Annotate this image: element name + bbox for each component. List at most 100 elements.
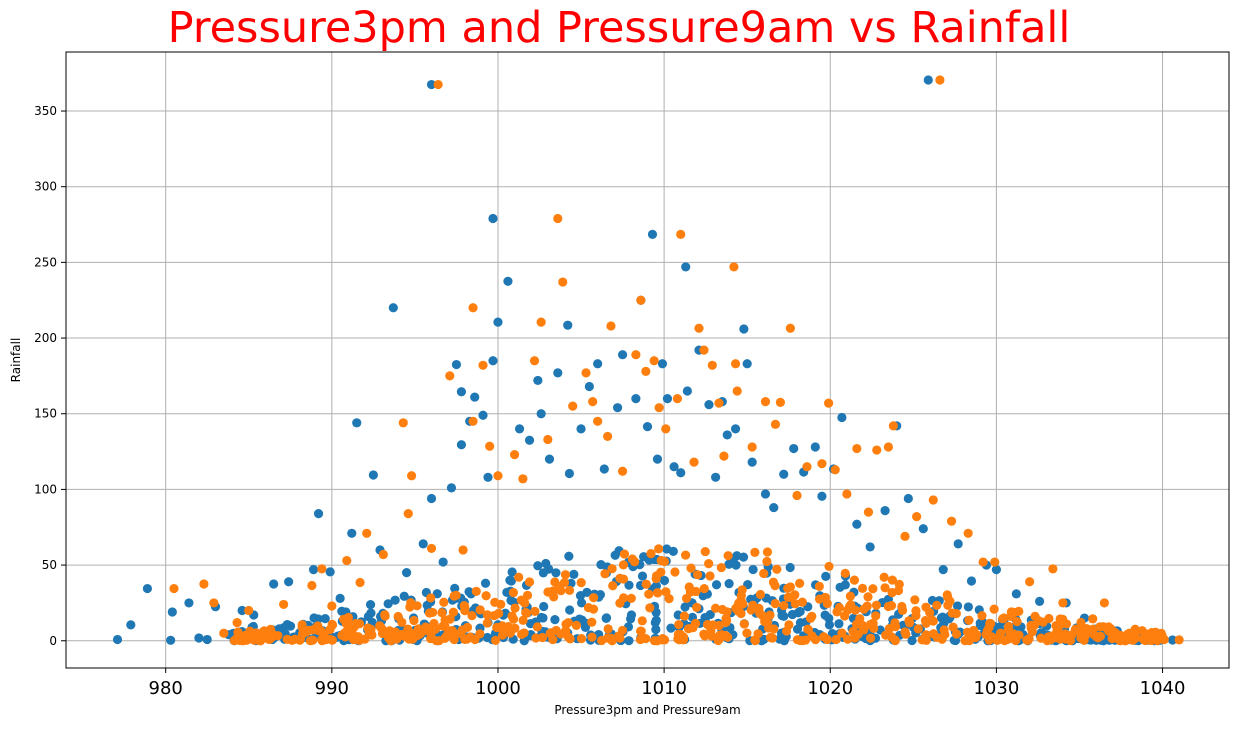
- data-point: [482, 591, 491, 600]
- y-tick-label: 0: [49, 634, 57, 648]
- data-point: [762, 557, 771, 566]
- data-point: [704, 559, 713, 568]
- data-point: [658, 634, 667, 643]
- data-point: [733, 386, 742, 395]
- data-point: [721, 614, 730, 623]
- data-point: [731, 424, 740, 433]
- data-point: [525, 436, 534, 445]
- data-point: [890, 618, 899, 627]
- data-point: [655, 403, 664, 412]
- data-point: [652, 571, 661, 580]
- data-point: [771, 420, 780, 429]
- data-point: [518, 474, 527, 483]
- data-point: [811, 442, 820, 451]
- data-point: [563, 321, 572, 330]
- data-point: [113, 635, 122, 644]
- data-point: [379, 550, 388, 559]
- data-point: [342, 556, 351, 565]
- data-point: [1000, 636, 1009, 645]
- data-point: [1076, 633, 1085, 642]
- data-point: [377, 624, 386, 633]
- data-point: [565, 605, 574, 614]
- data-point: [806, 614, 815, 623]
- data-point: [499, 625, 508, 634]
- data-point: [760, 617, 769, 626]
- y-tick-label: 300: [34, 180, 57, 194]
- data-point: [1100, 598, 1109, 607]
- data-point: [328, 621, 337, 630]
- data-point: [306, 636, 315, 645]
- data-point: [676, 468, 685, 477]
- data-point: [362, 529, 371, 538]
- data-point: [444, 628, 453, 637]
- data-point: [1023, 636, 1032, 645]
- data-point: [257, 632, 266, 641]
- data-point: [596, 560, 605, 569]
- data-point: [686, 564, 695, 573]
- data-point: [584, 603, 593, 612]
- data-point: [317, 635, 326, 644]
- data-point: [533, 376, 542, 385]
- data-point: [347, 529, 356, 538]
- data-point: [1012, 617, 1021, 626]
- data-point: [389, 303, 398, 312]
- data-point: [565, 586, 574, 595]
- data-point: [587, 633, 596, 642]
- data-point: [569, 570, 578, 579]
- data-point: [731, 359, 740, 368]
- data-point: [859, 605, 868, 614]
- data-point: [742, 629, 751, 638]
- data-point: [786, 582, 795, 591]
- x-tick-label: 1040: [1140, 678, 1186, 699]
- data-point: [681, 262, 690, 271]
- data-point: [510, 603, 519, 612]
- data-point: [380, 610, 389, 619]
- data-point: [661, 587, 670, 596]
- data-point: [855, 614, 864, 623]
- data-point: [821, 593, 830, 602]
- data-point: [269, 579, 278, 588]
- data-point: [478, 411, 487, 420]
- data-point: [858, 584, 867, 593]
- data-point: [815, 582, 824, 591]
- data-point: [645, 603, 654, 612]
- data-point: [279, 600, 288, 609]
- data-point: [439, 598, 448, 607]
- data-point: [749, 565, 758, 574]
- data-point: [743, 359, 752, 368]
- y-tick-label: 350: [34, 104, 57, 118]
- data-point: [468, 417, 477, 426]
- data-point: [683, 386, 692, 395]
- data-point: [364, 612, 373, 621]
- data-point: [1175, 635, 1184, 644]
- data-point: [1148, 635, 1157, 644]
- data-point: [880, 506, 889, 515]
- data-point: [842, 489, 851, 498]
- data-point: [618, 467, 627, 476]
- data-point: [311, 624, 320, 633]
- data-point: [912, 512, 921, 521]
- data-point: [682, 594, 691, 603]
- data-point: [566, 634, 575, 643]
- data-point: [661, 424, 670, 433]
- data-point: [776, 634, 785, 643]
- data-point: [602, 614, 611, 623]
- x-tick-label: 980: [149, 678, 183, 699]
- data-point: [1044, 614, 1053, 623]
- data-point: [756, 590, 765, 599]
- data-point: [884, 442, 893, 451]
- data-point: [466, 632, 475, 641]
- data-point: [724, 551, 733, 560]
- data-point: [1062, 619, 1071, 628]
- data-point: [166, 636, 175, 645]
- data-point: [515, 424, 524, 433]
- data-point: [676, 230, 685, 239]
- data-point: [761, 397, 770, 406]
- data-point: [608, 581, 617, 590]
- data-point: [587, 618, 596, 627]
- data-point: [452, 360, 461, 369]
- data-point: [964, 616, 973, 625]
- data-point: [786, 593, 795, 602]
- data-point: [636, 635, 645, 644]
- data-point: [779, 601, 788, 610]
